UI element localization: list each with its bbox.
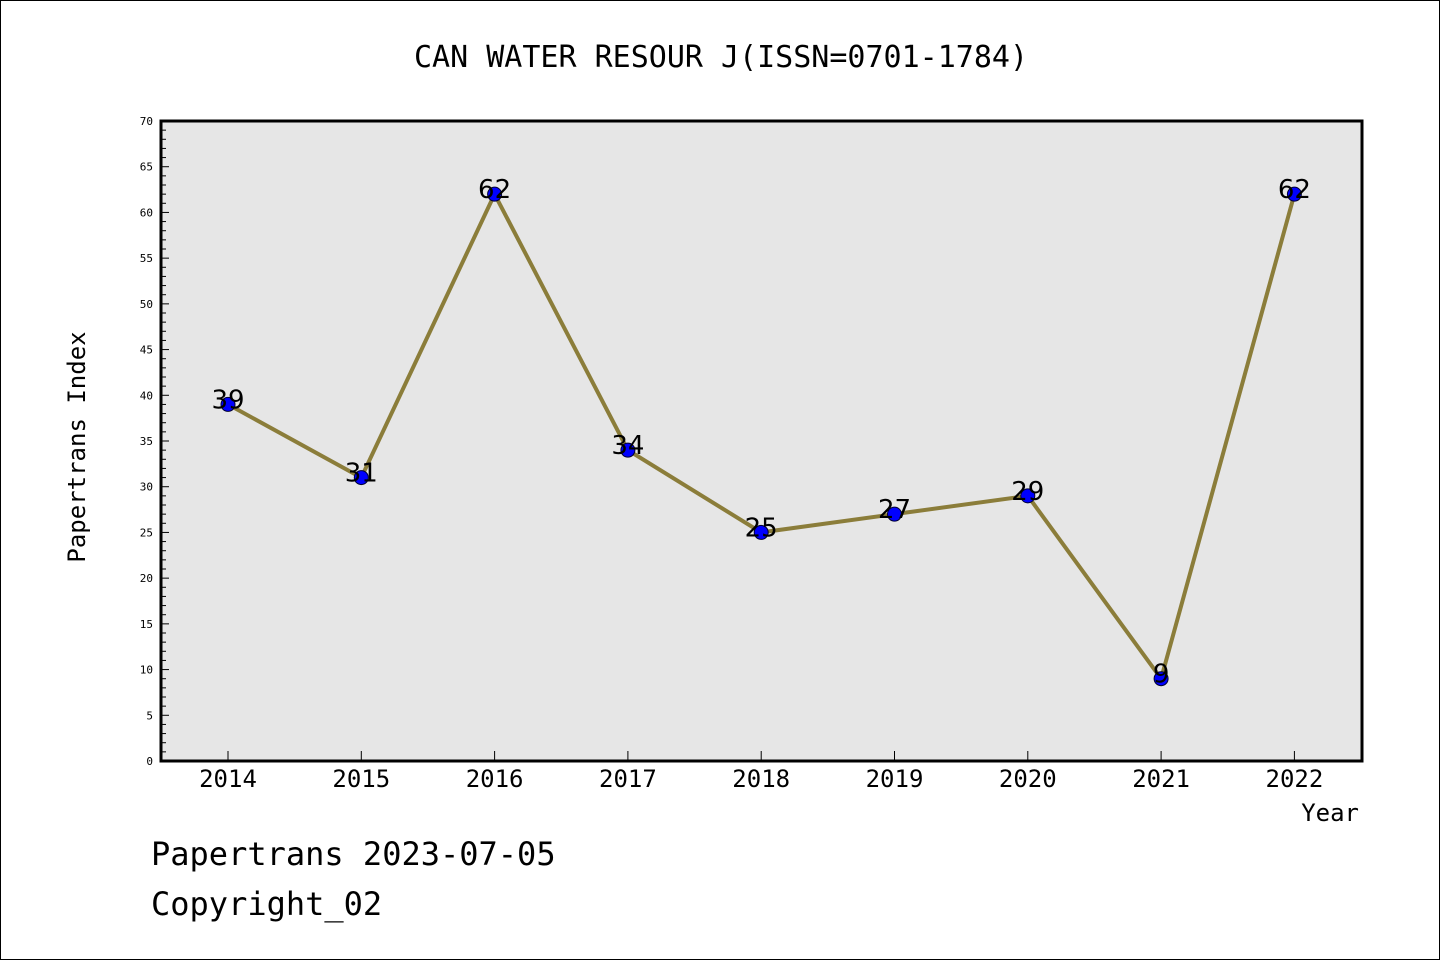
data-label: 27 [878, 495, 911, 525]
y-axis-title: Papertrans Index [63, 331, 91, 562]
footer-date: Papertrans 2023-07-05 [151, 835, 556, 873]
data-point [353, 470, 369, 486]
data-label: 62 [1278, 175, 1311, 205]
x-tick-label: 2022 [1266, 765, 1324, 793]
data-label: 9 [1153, 660, 1170, 690]
data-point [620, 442, 636, 458]
x-tick-label: 2018 [732, 765, 790, 793]
series: 39 31 62 34 25 27 29 9 62 [211, 175, 1310, 690]
data-label: 31 [345, 459, 378, 489]
plot-area [159, 119, 1364, 763]
y-tick-label: 40 [140, 389, 153, 402]
data-point [1020, 488, 1036, 504]
y-tick-label: 50 [140, 298, 153, 311]
x-tick-label: 2020 [999, 765, 1057, 793]
x-axis: 2014 2015 2016 2017 2018 2019 2020 2021 2022 [199, 751, 1323, 793]
data-point [220, 396, 236, 412]
y-tick-label: 15 [140, 618, 153, 631]
x-tick-label: 2021 [1132, 765, 1190, 793]
x-tick-label: 2019 [866, 765, 924, 793]
data-label: 62 [478, 175, 511, 205]
y-tick-label: 45 [140, 344, 153, 357]
footer-copyright: Copyright_02 [151, 885, 383, 923]
x-tick-label: 2014 [199, 765, 257, 793]
data-point [1153, 671, 1169, 687]
chart-title: CAN WATER RESOUR J(ISSN=0701-1784) [414, 40, 1028, 75]
y-tick-label: 25 [140, 526, 153, 539]
data-point [487, 186, 503, 202]
y-tick-label: 55 [140, 252, 153, 265]
x-axis-title: Year [1301, 799, 1359, 827]
y-tick-label: 30 [140, 481, 153, 494]
data-point [887, 506, 902, 522]
y-tick-label: 10 [140, 664, 153, 677]
x-tick-label: 2017 [599, 765, 657, 793]
y-axis: 0 5 10 15 20 25 30 35 40 45 50 55 60 65 70 [140, 115, 169, 768]
data-label: 29 [1011, 477, 1044, 507]
y-tick-label: 20 [140, 572, 153, 585]
y-tick-label: 35 [140, 435, 153, 448]
y-tick-label: 0 [146, 755, 153, 768]
y-tick-label: 70 [140, 115, 153, 128]
y-tick-label: 65 [140, 161, 153, 174]
data-point [1286, 186, 1302, 202]
y-tick-label: 5 [146, 709, 153, 722]
x-tick-label: 2016 [466, 765, 524, 793]
x-tick-label: 2015 [332, 765, 390, 793]
data-point [753, 524, 769, 540]
data-label: 34 [611, 431, 644, 461]
data-label: 25 [745, 513, 778, 543]
data-label: 39 [211, 385, 244, 415]
y-tick-label: 60 [140, 206, 153, 219]
